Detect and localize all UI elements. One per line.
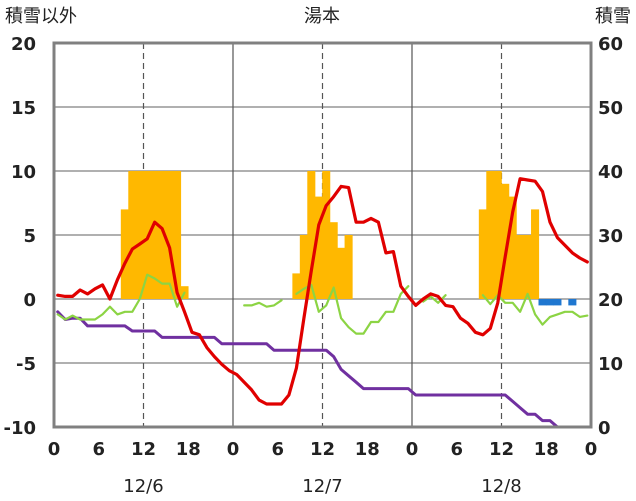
x-tick-label: 0 xyxy=(585,439,598,460)
y-tick-label-right: 60 xyxy=(598,34,623,55)
snow-bar xyxy=(292,273,301,299)
x-tick-label: 18 xyxy=(534,439,559,460)
y-tick-label-left: 15 xyxy=(11,98,36,119)
x-date-label: 12/8 xyxy=(481,476,521,497)
green-series-line xyxy=(243,299,283,308)
y-axis-left-ticks: 20 15 10 5 0 -5 -10 xyxy=(3,34,36,439)
snow-bar xyxy=(344,235,353,299)
plot-frame xyxy=(52,41,593,429)
snow-bar xyxy=(516,235,525,299)
green-series-line xyxy=(295,283,410,335)
y-tick-label-right: 50 xyxy=(598,98,623,119)
x-tick-label: 0 xyxy=(227,439,240,460)
bars xyxy=(120,171,577,306)
snow-bar xyxy=(329,222,338,299)
y-tick-label-right: 40 xyxy=(598,162,623,183)
x-axis-hour-ticks: 0 6 12 18 0 6 12 18 0 6 12 18 0 xyxy=(48,439,598,460)
x-tick-label: 12 xyxy=(131,439,156,460)
x-date-label: 12/7 xyxy=(302,476,342,497)
snow-bar xyxy=(508,196,517,299)
y-axis-title-right: 積雪 xyxy=(595,6,631,27)
y-tick-label-right: 30 xyxy=(598,226,623,247)
x-tick-label: 6 xyxy=(450,439,463,460)
snow-bar xyxy=(523,235,532,299)
x-date-label: 12/6 xyxy=(123,476,163,497)
y-tick-label-left: 5 xyxy=(23,226,36,247)
snow-bar xyxy=(531,209,540,299)
purple-series-line xyxy=(56,310,589,429)
y-axis-right-ticks: 60 50 40 30 20 10 0 xyxy=(598,34,623,439)
green-series-line xyxy=(481,292,589,326)
snow-bar xyxy=(165,171,174,299)
y-tick-label-left: 10 xyxy=(11,162,36,183)
snow-bar xyxy=(158,171,167,299)
y-tick-label-left: 20 xyxy=(11,34,36,55)
y-tick-label-right: 20 xyxy=(598,290,623,311)
snow-bar xyxy=(478,209,487,299)
x-tick-label: 18 xyxy=(355,439,380,460)
blue-bar xyxy=(553,299,562,306)
plot-border xyxy=(52,41,593,429)
x-tick-label: 0 xyxy=(48,439,61,460)
lines xyxy=(56,177,589,429)
snow-bar xyxy=(120,209,129,299)
y-tick-label-right: 0 xyxy=(598,418,611,439)
x-axis-date-labels: 12/6 12/7 12/8 xyxy=(123,476,521,497)
blue-bar xyxy=(538,299,547,306)
y-tick-label-left: -10 xyxy=(3,418,36,439)
y-tick-label-right: 10 xyxy=(598,354,623,375)
blue-bar xyxy=(545,299,555,306)
x-tick-label: 12 xyxy=(310,439,335,460)
snow-bar xyxy=(307,171,316,299)
snow-bar xyxy=(150,171,159,299)
y-axis-title-left: 積雪以外 xyxy=(5,6,77,27)
chart-title: 湯本 xyxy=(304,6,340,27)
x-tick-label: 6 xyxy=(271,439,284,460)
snow-bar xyxy=(322,171,331,299)
y-tick-label-left: 0 xyxy=(23,290,36,311)
snow-bar xyxy=(493,171,502,299)
x-tick-label: 0 xyxy=(406,439,419,460)
x-tick-label: 18 xyxy=(176,439,201,460)
snow-bar xyxy=(173,171,182,299)
snow-bar xyxy=(128,171,137,299)
x-tick-label: 12 xyxy=(489,439,514,460)
snow-bar xyxy=(299,235,308,299)
blue-bar xyxy=(568,299,577,306)
snow-bar xyxy=(337,247,346,299)
snow-bar xyxy=(486,171,495,299)
snow-bar xyxy=(501,183,510,299)
red-series-line xyxy=(56,177,589,406)
green-series-line xyxy=(56,273,186,321)
x-tick-label: 6 xyxy=(92,439,105,460)
y-tick-label-left: -5 xyxy=(16,354,36,375)
snow-bar xyxy=(314,196,323,299)
snow-bar xyxy=(135,171,144,299)
